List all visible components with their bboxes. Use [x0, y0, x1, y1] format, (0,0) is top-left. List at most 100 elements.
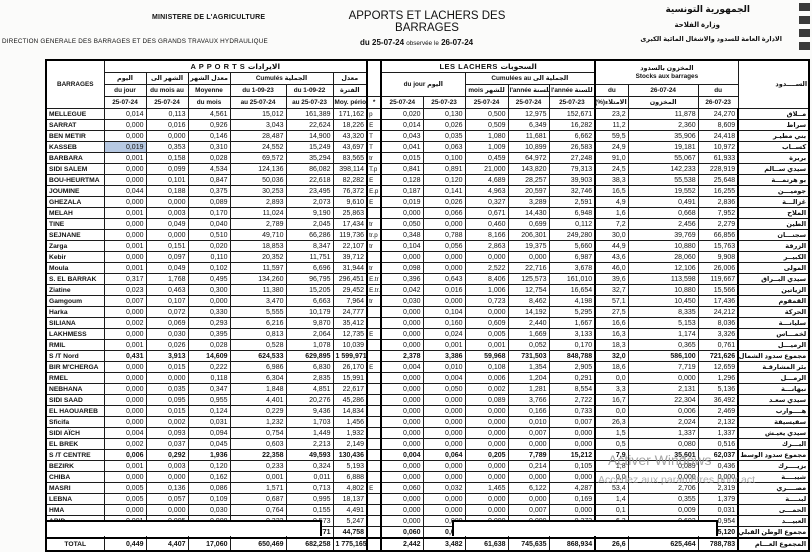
barrage-name-ar-cell: الكبيــر: [737, 251, 810, 263]
lacher-jour-prec-date: 25-07-23: [422, 96, 466, 109]
lacher-cumul-annee-cell: 0,699: [507, 218, 550, 230]
scanned-report-page: { "letterhead": { "ministry": "MINISTERE…: [2, 3, 811, 552]
stock-courant-cell: 7,719: [627, 361, 699, 373]
lacher-du-jour-cell: 0,060: [380, 526, 424, 539]
stock-courant-cell: 10,880: [627, 284, 699, 296]
lacher-jour-precedent-cell: 0,026: [422, 119, 466, 131]
table-row: LEBNA 0,005 0,057 0,109 0,687 0,995 18,137 0,00…: [45, 493, 810, 505]
apport-moyenne-cell: 0,310: [187, 141, 231, 153]
apport-cumule-precedent-cell: 2,045: [285, 218, 334, 230]
apport-du-mois-cell: 0,463: [145, 284, 189, 296]
table-row: Kebir 0,000 0,097 0,110 20,352 11,751 39,712 0,…: [45, 251, 810, 263]
marker-cell: [366, 207, 382, 219]
lacher-cumul-annee-prec-cell: 4,198: [548, 295, 596, 307]
apport-du-jour-cell: 0,014: [103, 108, 147, 120]
barrage-name-ar-cell: بزيــــرك: [737, 460, 810, 472]
stock-remplissage-pct-cell: 18,6: [594, 361, 629, 373]
lacher-jour-precedent-cell: 0,000: [422, 471, 466, 483]
lacher-jour-precedent-cell: 0,788: [422, 229, 466, 241]
marker-cell: [366, 526, 382, 539]
lacher-cumul-annee-prec-cell: 5,660: [548, 240, 596, 252]
stock-precedent-cell: 10,972: [697, 141, 739, 153]
periode-header-ar: معدل: [332, 72, 368, 85]
apport-du-mois-cell: 0,136: [145, 482, 189, 494]
apport-cumule-precedent-cell: 22,624: [285, 119, 334, 131]
apport-cumule-precedent-cell: 682,258: [285, 537, 334, 552]
lacher-cumul-annee-cell: 14,430: [507, 207, 550, 219]
apport-du-jour-cell: 0,002: [103, 317, 147, 329]
lacher-du-jour-cell: 0,000: [380, 405, 424, 417]
apport-moyenne-cell: 0,020: [187, 240, 231, 252]
apport-moyenne-cell: 0,300: [187, 284, 231, 296]
apport-du-mois-cell: 0,026: [145, 339, 189, 351]
stock-remplissage-pct-cell: 24,5: [594, 163, 629, 175]
marker-cell: [366, 339, 382, 351]
lacher-cumul-annee-cell: 0,007: [507, 427, 550, 439]
apport-moyenne-cell: 0,926: [187, 119, 231, 131]
lacher-cumul-annee-cell: 22,716: [507, 262, 550, 274]
apport-cumule-courant-cell: 11,380: [229, 284, 287, 296]
apport-moy-periode-cell: 45,286: [332, 394, 368, 406]
lacher-cumul-annee-prec-cell: 2,722: [548, 394, 596, 406]
lacher-cumul-mois-cell: 0,205: [464, 449, 509, 461]
barrage-name-cell: NEBHANA: [45, 383, 105, 395]
stock-precedent-header-date: 26-07-23: [697, 96, 739, 109]
lacher-cumul-annee-prec-cell: 15,212: [548, 449, 596, 461]
lacher-jour-precedent-cell: 0,000: [422, 460, 466, 472]
lacher-jour-precedent-cell: 0,000: [422, 427, 466, 439]
apport-moyenne-cell: 0,847: [187, 174, 231, 186]
stock-courant-cell: 1,337: [627, 427, 699, 439]
lacher-jour-precedent-cell: 0,000: [422, 295, 466, 307]
apport-cumule-precedent-cell: 2,064: [285, 328, 334, 340]
lacher-cumul-mois-cell: 0,006: [464, 372, 509, 384]
lacher-du-jour-cell: 0,041: [380, 141, 424, 153]
header-label: BARRAGES A P P O R T S الايرادات LES LAC…: [45, 59, 810, 109]
apport-cumule-precedent-cell: 1,078: [285, 339, 334, 351]
barrage-name-ar-cell: الملاح: [737, 207, 810, 219]
apport-moyenne-cell: 0,109: [187, 493, 231, 505]
barrage-name-ar-cell: مصــــري: [737, 482, 810, 494]
lacher-cumul-annee-cell: 12,754: [507, 284, 550, 296]
apport-du-mois-cell: 0,072: [145, 306, 189, 318]
lacher-cumul-annee-prec-cell: 32,746: [548, 185, 596, 197]
apport-du-mois-cell: 0,097: [145, 251, 189, 263]
lacher-cumul-annee-cell: 0,052: [507, 339, 550, 351]
lacher-jour-precedent-cell: 0,026: [422, 196, 466, 208]
lacher-cumul-mois-cell: 61,638: [464, 537, 509, 552]
barrage-name-cell: MELLEGUE: [45, 108, 105, 120]
stock-remplissage-pct-cell: 32,7: [594, 284, 629, 296]
apport-du-jour-cell: 0,000: [103, 119, 147, 131]
lacher-cumul-annee-header: l'année للسنة: [507, 84, 550, 97]
lachers-title-fr: LES LACHERS: [439, 61, 498, 71]
lacher-du-jour-cell: 0,098: [380, 262, 424, 274]
apport-cumule-courant-cell: 11,024: [229, 207, 287, 219]
stock-courant-cell: 0,365: [627, 339, 699, 351]
report-date: 25-07-24: [372, 38, 405, 47]
stock-remplissage-pct-cell: 59,5: [594, 130, 629, 142]
table-row: NEBHANA 0,000 0,035 0,347 1,848 4,851 22,617 0,…: [45, 383, 810, 395]
marker-cell: [366, 394, 382, 406]
apport-moy-periode-cell: 43,320: [332, 130, 368, 142]
marker-cell: E.tr: [366, 273, 382, 285]
apport-du-jour-cell: 0,001: [103, 339, 147, 351]
lacher-cumul-annee-cell: 0,007: [507, 504, 550, 516]
apport-du-jour-cell: 0,000: [103, 218, 147, 230]
apport-du-jour-cell: 0,431: [103, 350, 147, 362]
stock-remplissage-pct-cell: 26,3: [594, 416, 629, 428]
stock-precedent-cell: 24,418: [697, 130, 739, 142]
barrage-name-cell: SIDI AÏCH: [45, 427, 105, 439]
barrage-name-cell: GHEZALA: [45, 196, 105, 208]
stock-remplissage-pct-cell: 1,5: [594, 427, 629, 439]
lacher-cumul-annee-prec-cell: 0,000: [548, 504, 596, 516]
lacher-cumul-mois-cell: 8,166: [464, 229, 509, 241]
direction-title: DIRECTION GENERALE DES BARRAGES ET DES G…: [2, 38, 268, 45]
table-row: Zarga 0,001 0,151 0,020 18,853 8,347 22,107 tr 0…: [45, 240, 810, 252]
table-row: BARBARA 0,001 0,158 0,028 69,572 35,294 83,565…: [45, 152, 810, 164]
lacher-cumul-annee-cell: 1,354: [507, 361, 550, 373]
marker-cell: [366, 416, 382, 428]
apport-jour-date: 25-07-24: [103, 96, 147, 109]
apport-cumule-courant-cell: 1,848: [229, 383, 287, 395]
apport-cumule-precedent-cell: 0,995: [285, 493, 334, 505]
barrage-name-cell: SILIANA: [45, 317, 105, 329]
apport-moy-periode-cell: 18,137: [332, 493, 368, 505]
